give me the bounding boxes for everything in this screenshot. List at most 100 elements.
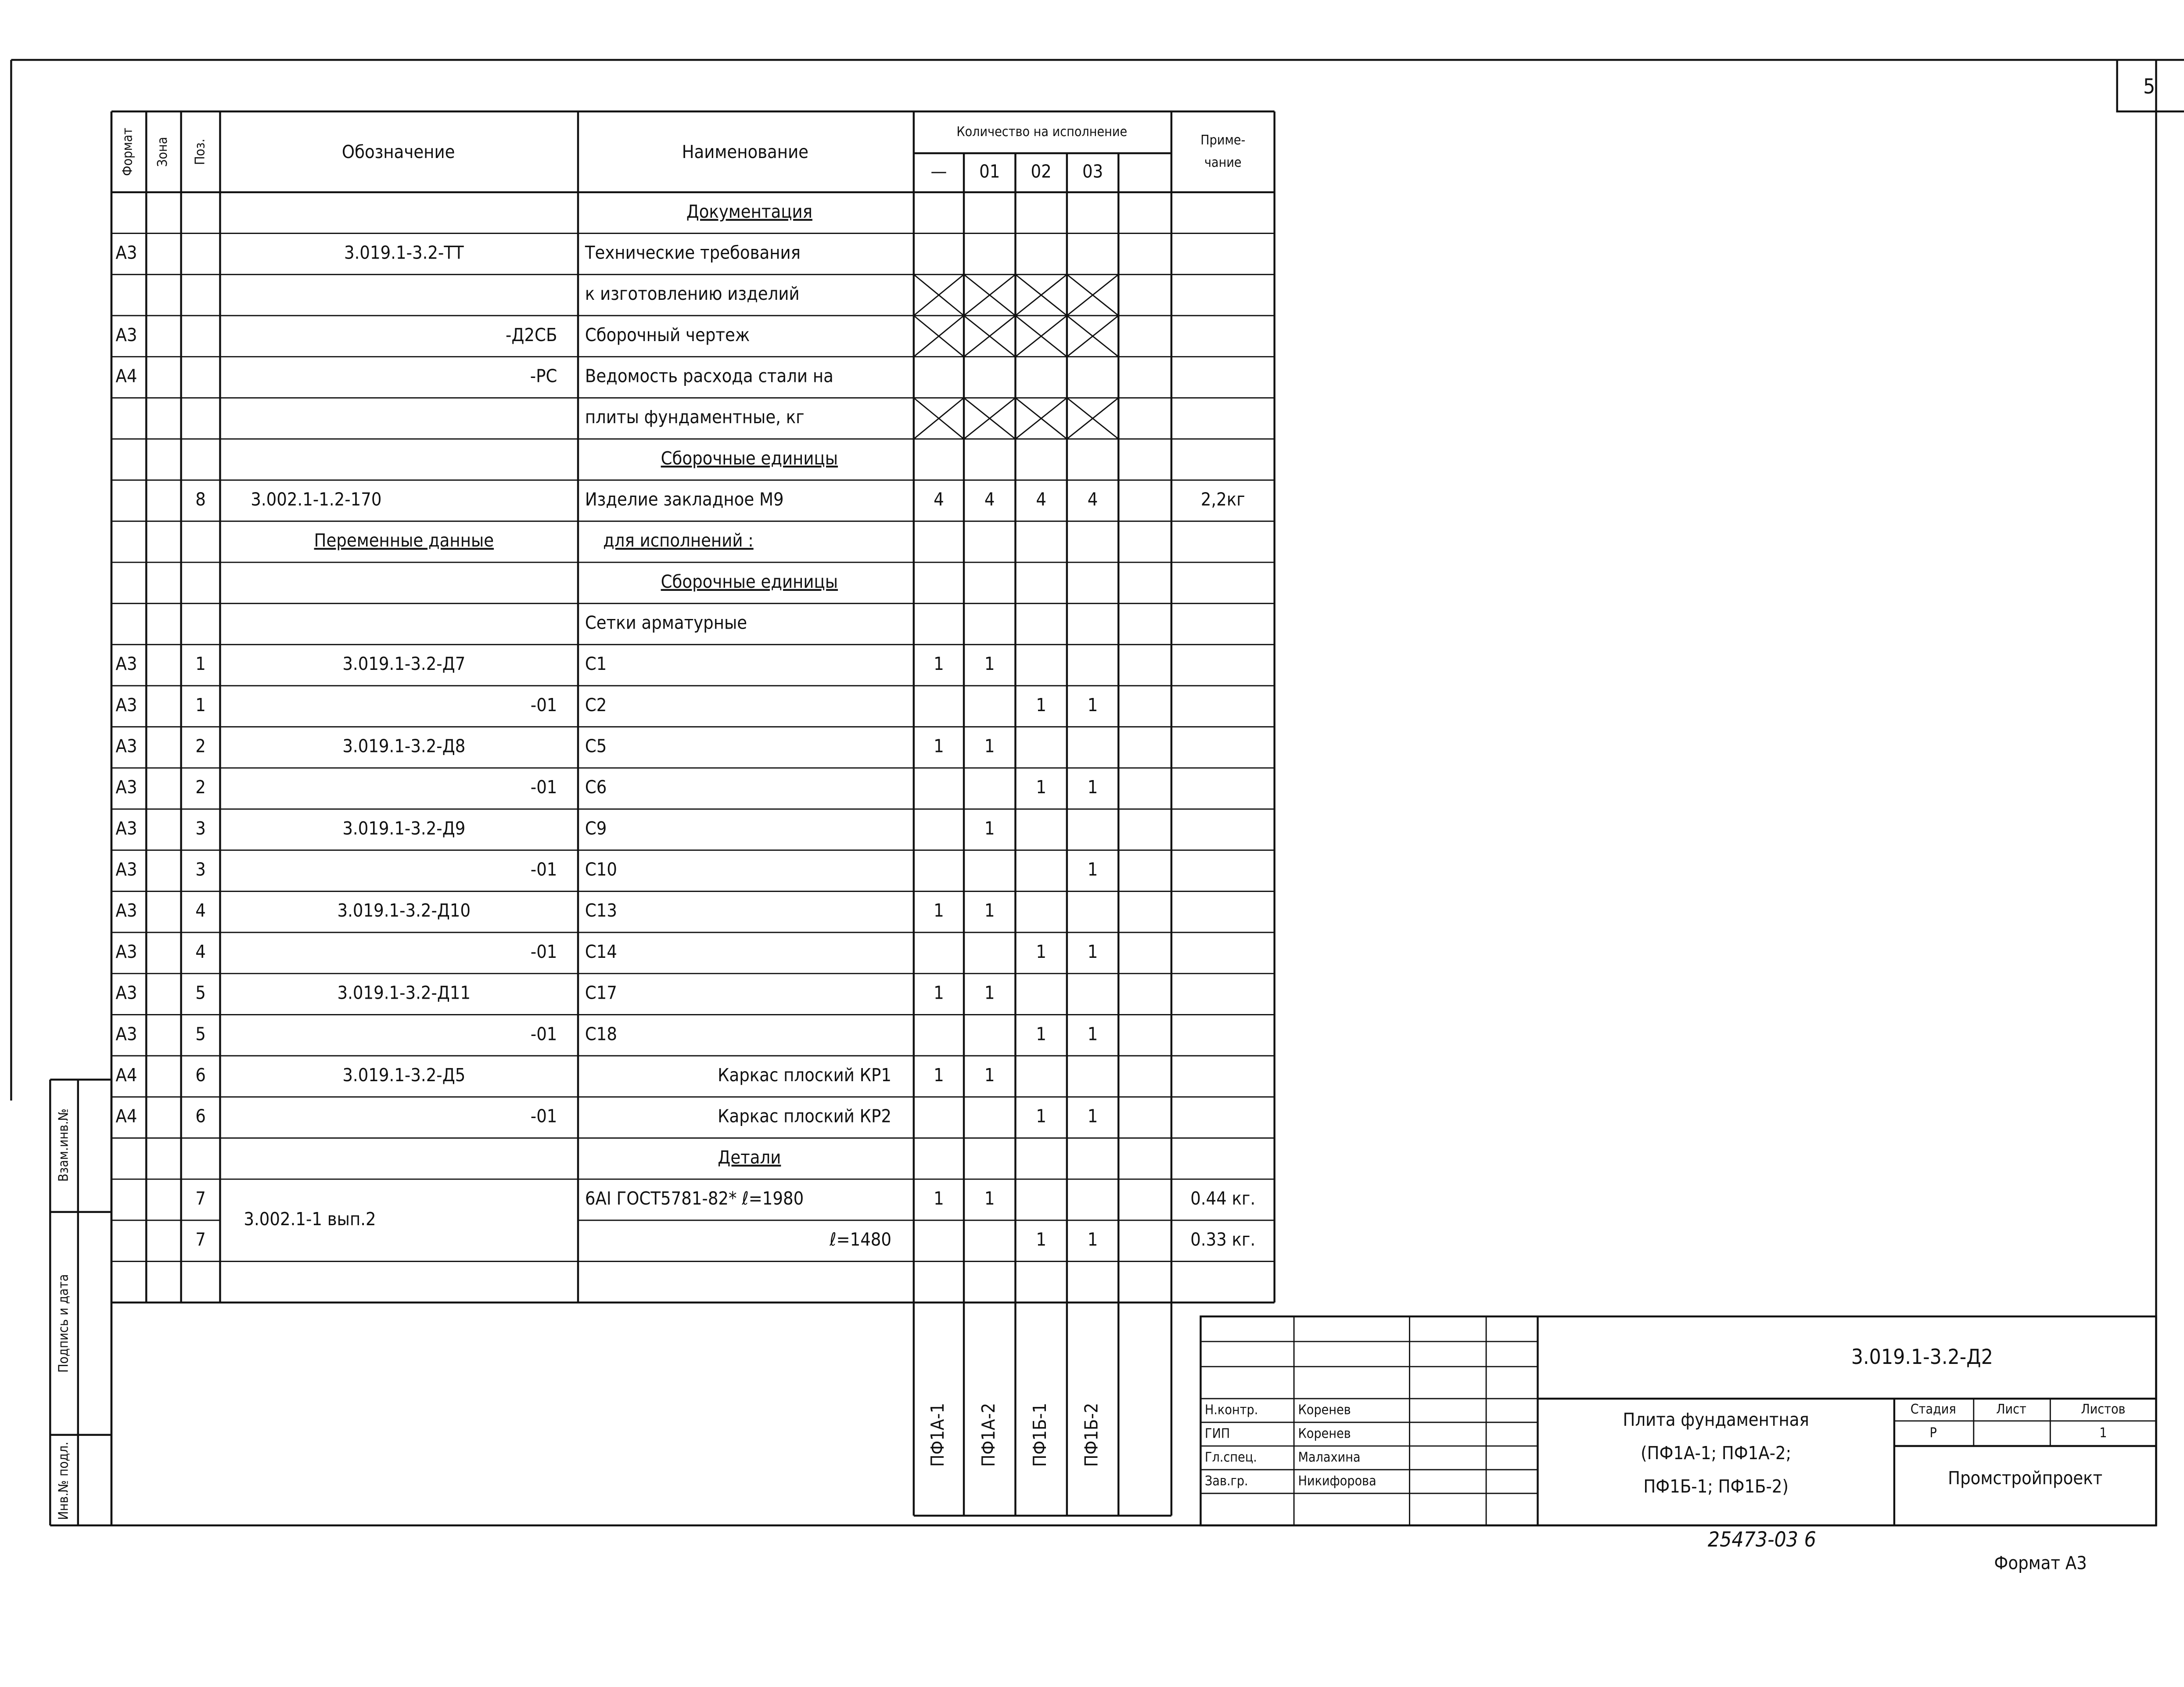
cell-quantity: 1 (1088, 1106, 1098, 1127)
cell-name: Каркас плоский КР2 (718, 1106, 891, 1127)
cell-format: А4 (115, 1106, 137, 1127)
cell-name: С17 (585, 982, 617, 1004)
cell-name: С5 (585, 736, 607, 757)
cell-name: Сборочные единицы (661, 571, 838, 592)
cell-quantity: 1 (984, 1188, 995, 1209)
cell-pos: 8 (195, 489, 206, 510)
specification-table: Формат Зона Поз. Обозначение Наименование Кол… (110, 110, 1275, 1517)
cell-pos: 5 (195, 982, 206, 1004)
cell-name: С2 (585, 694, 607, 716)
cell-pos: 3 (195, 859, 206, 880)
cell-format: А3 (115, 900, 137, 921)
cell-name: Сетки арматурные (585, 612, 747, 633)
inventory-number: 25473-03 6 (1708, 1528, 1816, 1552)
rule (913, 397, 964, 440)
stage-header: Лист (1996, 1402, 2026, 1417)
variant-name: ПФ1А-2 (978, 1403, 999, 1467)
cell-quantity: 1 (1088, 1229, 1098, 1250)
header-designation: Обозначение (342, 141, 455, 162)
cell-designation: 3.019.1-3.2-ТТ (344, 242, 464, 263)
cell-quantity: 1 (1088, 777, 1098, 798)
cell-pos: 4 (195, 900, 206, 921)
cell-designation: -01 (531, 777, 557, 798)
rule (963, 274, 1016, 317)
cell-quantity: 1 (1036, 1023, 1046, 1044)
cell-quantity: 1 (1088, 941, 1098, 962)
cell-designation: 3.002.1-1.2-170 (251, 489, 381, 510)
cell-quantity: 1 (984, 653, 995, 674)
stage-header: Листов (2081, 1402, 2125, 1417)
header-note: чание (1204, 155, 1242, 170)
cell-name: Документация (686, 201, 812, 222)
cell-designation: -Д2СБ (506, 324, 557, 345)
cell-name: для исполнений : (603, 530, 754, 551)
cell-pos: 6 (195, 1106, 206, 1127)
cell-name: 6АI ГОСТ5781-82* ℓ=1980 (585, 1188, 804, 1209)
cell-pos: 3 (195, 818, 206, 839)
cell-name: Ведомость расхода стали на (585, 365, 833, 386)
document-designation: 3.019.1-3.2-Д2 (1851, 1345, 1993, 1369)
organization: Промстройпроект (1948, 1468, 2102, 1489)
rule (1066, 315, 1119, 357)
cell-quantity: 1 (984, 982, 995, 1004)
document-title: ПФ1Б-1; ПФ1Б-2) (1643, 1476, 1789, 1497)
cell-format: А3 (115, 242, 137, 263)
stage: Р (1930, 1425, 1937, 1441)
header-pos: Поз. (193, 139, 208, 165)
cell-pos: 1 (195, 694, 206, 716)
cell-format: А3 (115, 736, 137, 757)
cell-quantity: 1 (984, 736, 995, 757)
cell-designation: Переменные данные (314, 530, 494, 551)
cell-quantity: 1 (984, 818, 995, 839)
rule (1015, 315, 1067, 357)
header-quantity: Количество на исполнение (956, 124, 1127, 140)
cell-name: С6 (585, 777, 607, 798)
cell-format: А3 (115, 324, 137, 345)
cell-quantity: 1 (984, 1065, 995, 1086)
cell-name: Сборочные единицы (661, 448, 838, 469)
cell-designation: 3.019.1-3.2-Д9 (342, 818, 465, 839)
cell-designation: 3.019.1-3.2-Д7 (342, 653, 465, 674)
signature-role: Зав.гр. (1205, 1473, 1248, 1489)
cell-name: С10 (585, 859, 617, 880)
cell-designation: 3.019.1-3.2-Д10 (338, 900, 471, 921)
cell-pos: 6 (195, 1065, 206, 1086)
cell-designation: 3.002.1-1 вып.2 (244, 1209, 376, 1230)
cell-format: А3 (115, 941, 137, 962)
cell-name: ℓ=1480 (829, 1229, 891, 1250)
cell-designation: -01 (531, 941, 557, 962)
variant-name: ПФ1Б-1 (1029, 1403, 1050, 1467)
signature-role: ГИП (1205, 1426, 1230, 1442)
rule (1066, 397, 1119, 440)
side-stamp-label: Инв.№ подл. (56, 1442, 72, 1520)
rule (963, 315, 1016, 357)
cell-name: плиты фундаментные, кг (585, 406, 805, 428)
title-block: 3.019.1-3.2-Д2 Н.контр. Коренев ГИП Коренев Г… (1200, 1315, 2157, 1527)
signature-role: Гл.спец. (1205, 1450, 1257, 1465)
cell-designation: -01 (531, 859, 557, 880)
cell-designation: 3.019.1-3.2-Д11 (338, 982, 471, 1004)
variant-name: ПФ1Б-2 (1081, 1403, 1102, 1467)
cell-note: 0.44 кг. (1190, 1188, 1255, 1209)
cell-quantity: 1 (1036, 1229, 1046, 1250)
cell-format: А3 (115, 859, 137, 880)
cell-pos: 2 (195, 736, 206, 757)
cell-pos: 2 (195, 777, 206, 798)
cell-name: С9 (585, 818, 607, 839)
cell-quantity: 1 (934, 1188, 944, 1209)
cell-quantity: 1 (934, 653, 944, 674)
rule (1066, 274, 1119, 317)
signature-name: Коренев (1298, 1426, 1351, 1442)
cell-designation: 3.019.1-3.2-Д8 (342, 736, 465, 757)
cell-quantity: 1 (984, 900, 995, 921)
cell-pos: 5 (195, 1023, 206, 1044)
sheet-number: 5 (2143, 75, 2155, 99)
cell-quantity: 4 (984, 489, 995, 510)
cell-quantity: 1 (934, 736, 944, 757)
rule (1015, 397, 1067, 440)
cell-quantity: 1 (1036, 694, 1046, 716)
stage-header: Стадия (1911, 1402, 1956, 1417)
cell-quantity: 1 (1088, 859, 1098, 880)
